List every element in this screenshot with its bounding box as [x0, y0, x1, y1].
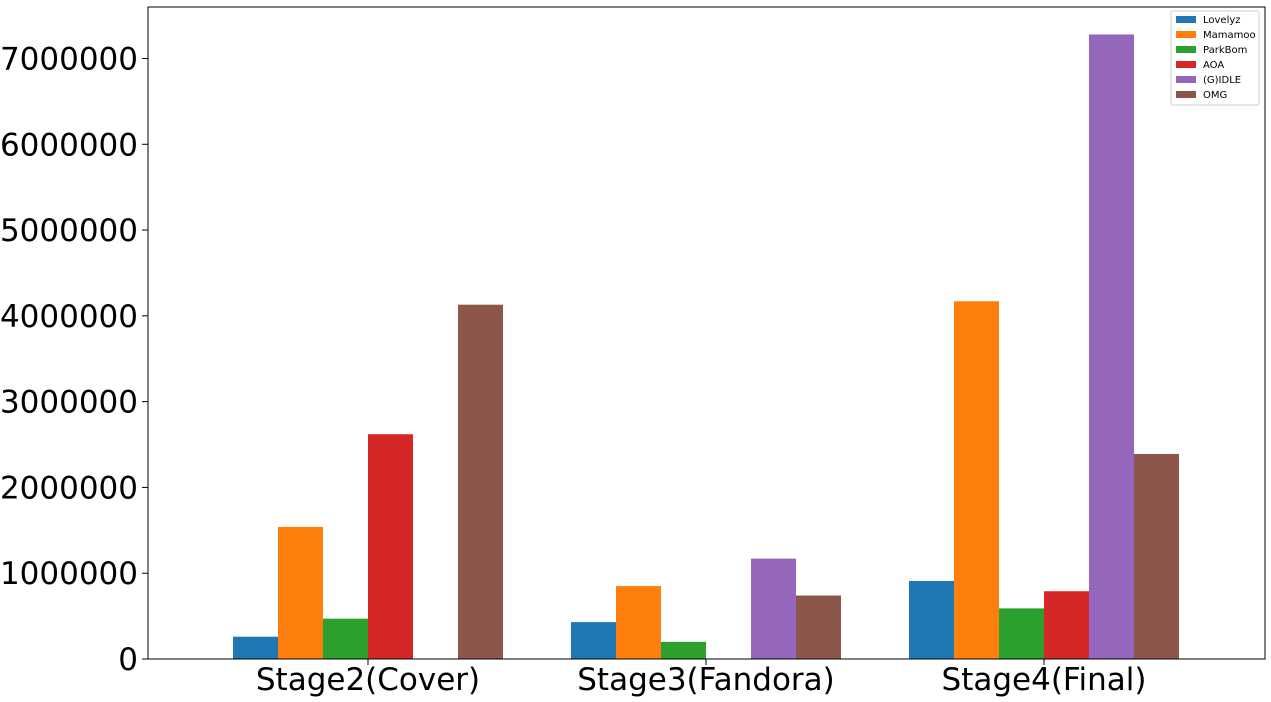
legend-swatch — [1176, 61, 1196, 68]
bar-parkbom-2 — [999, 608, 1044, 659]
x-tick-label: Stage4(Final) — [942, 662, 1147, 698]
x-tick-label: Stage2(Cover) — [256, 662, 480, 698]
y-tick-label: 0 — [118, 642, 138, 678]
bars-layer — [233, 34, 1179, 659]
legend: Lovelyz Mamamoo ParkBom AOA (G)IDLE OMG — [1170, 10, 1260, 106]
legend-label: OMG — [1203, 90, 1227, 101]
y-tick-label: 2000000 — [0, 470, 138, 506]
legend-label: Mamamoo — [1203, 30, 1256, 41]
legend-swatch — [1176, 91, 1196, 98]
legend-label: AOA — [1203, 60, 1224, 71]
bar-mamamoo-2 — [954, 301, 999, 659]
bar-parkbom-0 — [323, 618, 368, 659]
y-tick-label: 4000000 — [0, 299, 138, 335]
y-tick-label: 3000000 — [0, 385, 138, 421]
legend-swatch — [1176, 16, 1196, 23]
y-tick-label: 1000000 — [0, 556, 138, 592]
bar-parkbom-1 — [661, 641, 706, 659]
bar-omg-2 — [1134, 453, 1179, 659]
y-axis: 0 1000000 2000000 3000000 4000000 5000000 6000… — [0, 41, 148, 678]
x-tick-label: Stage3(Fandora) — [577, 662, 835, 698]
y-tick-label: 5000000 — [0, 213, 138, 249]
legend-label: Lovelyz — [1203, 15, 1241, 26]
bar-mamamoo-1 — [616, 586, 661, 659]
bar-lovelyz-2 — [909, 580, 954, 659]
y-tick-label: 7000000 — [0, 41, 138, 77]
legend-swatch — [1176, 31, 1196, 38]
bar-aoa-0 — [368, 434, 413, 659]
x-axis: Stage2(Cover) Stage3(Fandora) Stage4(Final… — [256, 659, 1147, 698]
legend-swatch — [1176, 76, 1196, 83]
legend-label: (G)IDLE — [1203, 75, 1241, 86]
bar-omg-0 — [458, 304, 503, 659]
bar-mamamoo-0 — [278, 526, 323, 659]
bar-gidle-2 — [1089, 34, 1134, 659]
bar-lovelyz-0 — [233, 636, 278, 659]
bar-lovelyz-1 — [571, 622, 616, 659]
legend-label: ParkBom — [1203, 45, 1247, 56]
legend-swatch — [1176, 46, 1196, 53]
bar-gidle-1 — [751, 558, 796, 659]
bar-omg-1 — [796, 595, 841, 659]
bar-aoa-2 — [1044, 591, 1089, 659]
y-tick-label: 6000000 — [0, 127, 138, 163]
